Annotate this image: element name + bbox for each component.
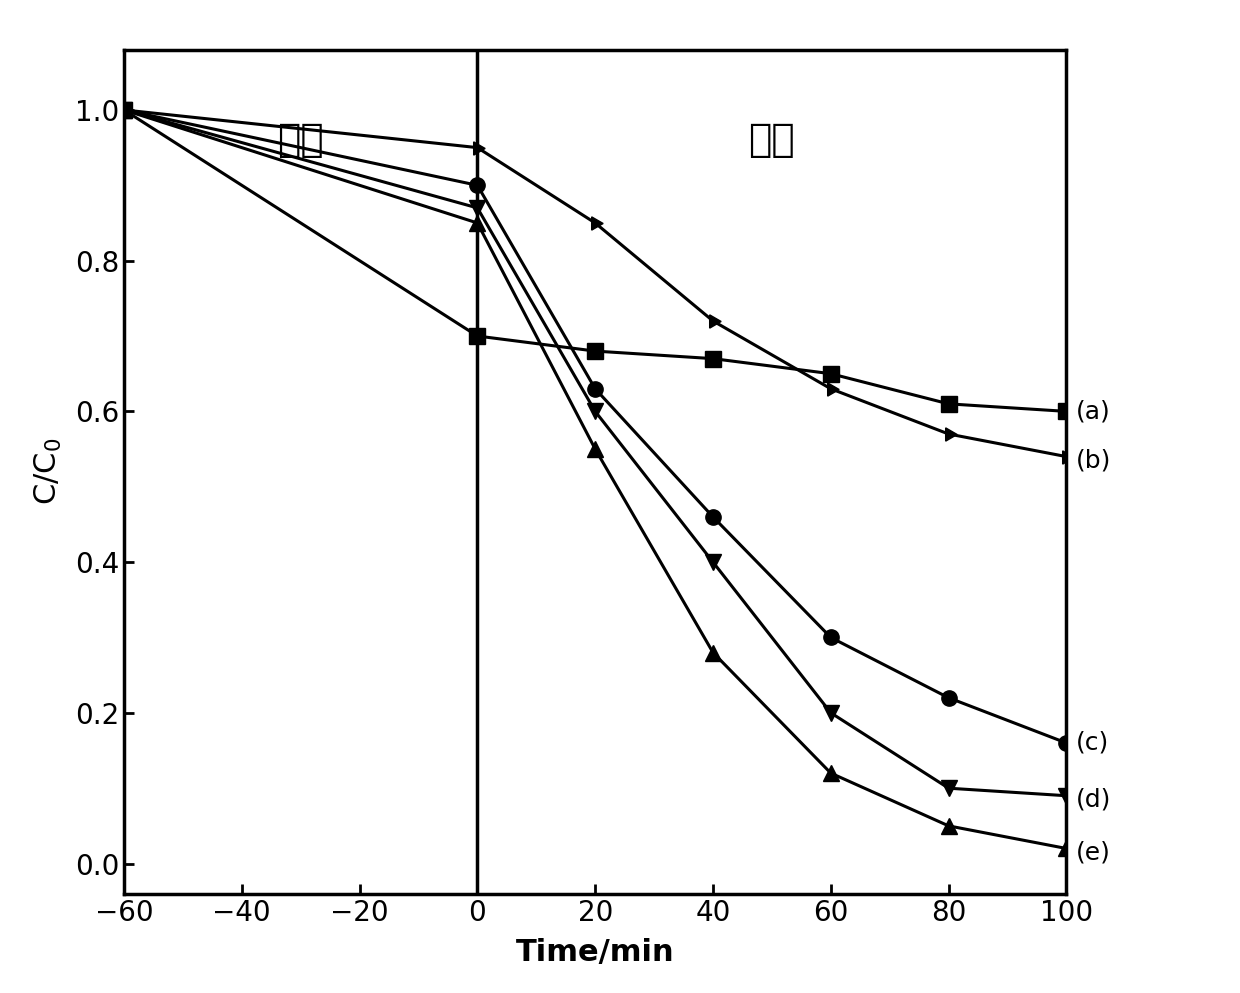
Y-axis label: C/C$_0$: C/C$_0$ bbox=[32, 438, 63, 505]
Text: (c): (c) bbox=[1076, 731, 1109, 755]
Text: (d): (d) bbox=[1076, 787, 1111, 811]
Text: 光照: 光照 bbox=[749, 121, 795, 159]
Text: (a): (a) bbox=[1076, 399, 1111, 423]
X-axis label: Time/min: Time/min bbox=[516, 937, 675, 966]
Text: (b): (b) bbox=[1076, 449, 1111, 473]
Text: (e): (e) bbox=[1076, 840, 1111, 864]
Text: 黑暗: 黑暗 bbox=[278, 121, 324, 159]
